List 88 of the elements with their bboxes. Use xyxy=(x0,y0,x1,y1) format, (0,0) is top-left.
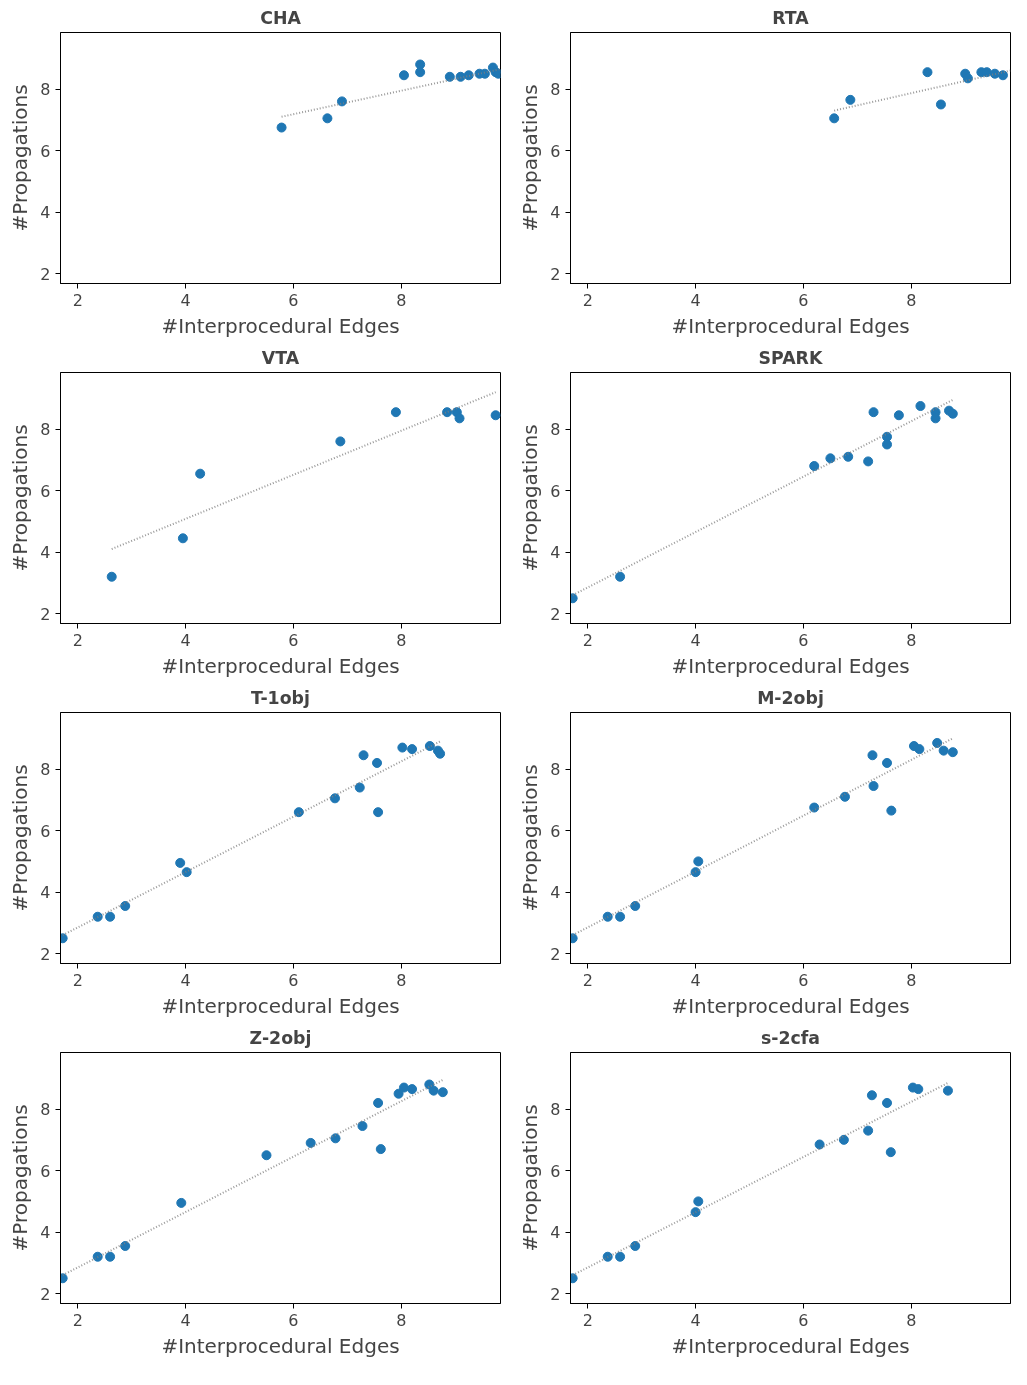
x-tick-label: 8 xyxy=(906,290,917,310)
x-tick-label: 4 xyxy=(180,1310,191,1330)
chart-title: M-2obj xyxy=(757,687,824,708)
x-tick-label: 8 xyxy=(906,630,917,650)
y-tick-label: 4 xyxy=(550,883,561,903)
x-tick-label: 4 xyxy=(180,970,191,990)
y-tick-label: 4 xyxy=(550,203,561,223)
x-tick-label: 2 xyxy=(582,970,593,990)
y-tick-label: 4 xyxy=(40,883,51,903)
y-tick-label: 2 xyxy=(40,1284,51,1304)
y-axis-title: #Propagations xyxy=(518,764,543,912)
x-tick-label: 6 xyxy=(288,970,299,990)
x-axis-title: #Interprocedural Edges xyxy=(161,653,400,678)
x-tick-label: 6 xyxy=(798,970,809,990)
y-tick-label: 8 xyxy=(40,1100,51,1120)
x-tick-label: 6 xyxy=(288,630,299,650)
x-tick-label: 4 xyxy=(690,290,701,310)
x-tick-label: 2 xyxy=(72,970,83,990)
x-tick-label: 8 xyxy=(396,290,407,310)
y-tick-label: 4 xyxy=(40,1223,51,1243)
x-tick-label: 2 xyxy=(582,1310,593,1330)
y-tick-label: 2 xyxy=(40,264,51,284)
chart-title: s-2cfa xyxy=(760,1027,821,1048)
x-tick-label: 4 xyxy=(180,630,191,650)
x-axis-title: #Interprocedural Edges xyxy=(671,993,910,1018)
x-tick-label: 2 xyxy=(582,630,593,650)
y-tick-label: 2 xyxy=(40,944,51,964)
y-tick-label: 6 xyxy=(40,821,51,841)
y-tick-label: 2 xyxy=(550,944,561,964)
y-tick-label: 8 xyxy=(40,760,51,780)
y-tick-label: 2 xyxy=(550,264,561,284)
x-tick-label: 8 xyxy=(396,1310,407,1330)
y-tick-label: 6 xyxy=(550,481,561,501)
x-tick-label: 6 xyxy=(288,1310,299,1330)
y-tick-label: 2 xyxy=(550,604,561,624)
x-axis-title: #Interprocedural Edges xyxy=(161,1333,400,1358)
y-tick-label: 2 xyxy=(550,1284,561,1304)
y-tick-label: 6 xyxy=(40,141,51,161)
x-tick-label: 2 xyxy=(72,1310,83,1330)
x-tick-label: 4 xyxy=(690,630,701,650)
y-axis-title: #Propagations xyxy=(8,84,33,232)
x-tick-label: 8 xyxy=(906,970,917,990)
y-axis-title: #Propagations xyxy=(518,424,543,572)
chart-title: CHA xyxy=(260,7,302,28)
y-tick-label: 6 xyxy=(550,1161,561,1181)
y-axis-title: #Propagations xyxy=(8,424,33,572)
x-tick-label: 6 xyxy=(798,290,809,310)
y-axis-title: #Propagations xyxy=(518,84,543,232)
y-tick-label: 8 xyxy=(40,80,51,100)
y-axis-title: #Propagations xyxy=(518,1104,543,1252)
x-tick-label: 2 xyxy=(582,290,593,310)
chart-title: T-1obj xyxy=(251,687,310,708)
y-tick-label: 6 xyxy=(550,141,561,161)
chart-title: VTA xyxy=(261,347,300,368)
chart-title: RTA xyxy=(772,7,810,28)
chart-title: Z-2obj xyxy=(249,1027,312,1048)
y-tick-label: 8 xyxy=(550,760,561,780)
x-tick-label: 8 xyxy=(396,630,407,650)
x-axis-title: #Interprocedural Edges xyxy=(161,313,400,338)
x-tick-label: 6 xyxy=(288,290,299,310)
x-tick-label: 8 xyxy=(396,970,407,990)
x-tick-label: 2 xyxy=(72,290,83,310)
y-tick-label: 6 xyxy=(40,1161,51,1181)
y-tick-label: 4 xyxy=(40,203,51,223)
y-tick-label: 6 xyxy=(550,821,561,841)
x-axis-title: #Interprocedural Edges xyxy=(671,653,910,678)
y-tick-label: 2 xyxy=(40,604,51,624)
y-tick-label: 6 xyxy=(40,481,51,501)
chart-title: SPARK xyxy=(758,347,823,368)
x-tick-label: 2 xyxy=(72,630,83,650)
x-tick-label: 4 xyxy=(690,970,701,990)
x-tick-label: 6 xyxy=(798,630,809,650)
x-tick-label: 8 xyxy=(906,1310,917,1330)
x-tick-label: 4 xyxy=(180,290,191,310)
x-axis-title: #Interprocedural Edges xyxy=(161,993,400,1018)
x-tick-label: 6 xyxy=(798,1310,809,1330)
x-tick-label: 4 xyxy=(690,1310,701,1330)
y-axis-title: #Propagations xyxy=(8,764,33,912)
x-axis-title: #Interprocedural Edges xyxy=(671,313,910,338)
y-tick-label: 4 xyxy=(550,1223,561,1243)
y-tick-label: 4 xyxy=(40,543,51,563)
y-tick-label: 4 xyxy=(550,543,561,563)
y-tick-label: 8 xyxy=(550,420,561,440)
y-tick-label: 8 xyxy=(550,1100,561,1120)
y-axis-title: #Propagations xyxy=(8,1104,33,1252)
y-tick-label: 8 xyxy=(40,420,51,440)
x-axis-title: #Interprocedural Edges xyxy=(671,1333,910,1358)
y-tick-label: 8 xyxy=(550,80,561,100)
